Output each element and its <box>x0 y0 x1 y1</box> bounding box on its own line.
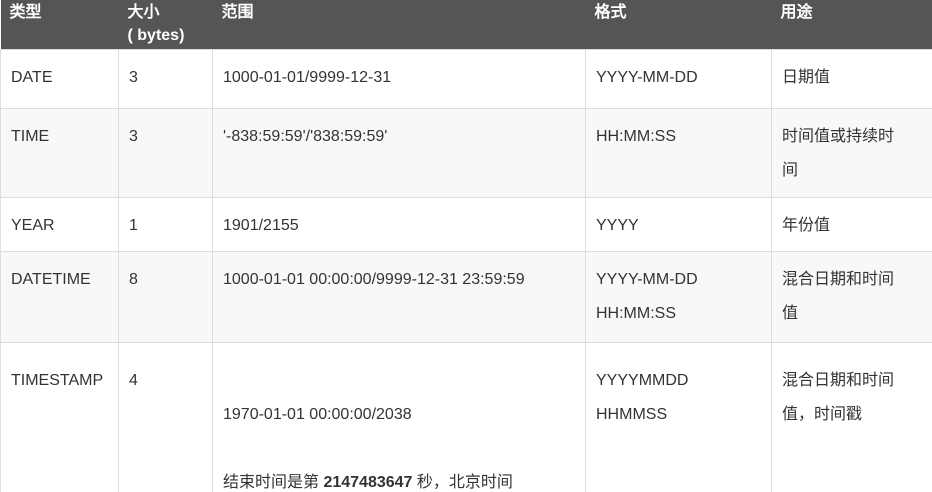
cell-format: YYYY-MM-DD HH:MM:SS <box>585 251 772 343</box>
cell-range: 1000-01-01 00:00:00/9999-12-31 23:59:59 <box>212 251 586 343</box>
timestamp-range-intro: 1970-01-01 00:00:00/2038 <box>223 406 412 423</box>
cell-format: YYYYMMDD HHMMSS <box>585 342 772 492</box>
table-row-timestamp: TIMESTAMP 4 1970-01-01 00:00:00/2038 结束时… <box>0 342 932 492</box>
timestamp-range-note: 结束时间是第 2147483647 秒，北京时间 2038-1-19 11:14… <box>223 474 513 491</box>
table-row-year: YEAR 1 1901/2155 YYYY 年份值 <box>0 197 932 252</box>
cell-format: HH:MM:SS <box>585 108 772 198</box>
cell-usage: 日期值 <box>771 49 932 109</box>
cell-size: 3 <box>118 49 213 109</box>
cell-range: 1901/2155 <box>212 197 586 252</box>
cell-format: YYYY-MM-DD <box>585 49 772 109</box>
cell-size: 3 <box>118 108 213 198</box>
cell-usage: 年份值 <box>771 197 932 252</box>
header-usage: 用途 <box>771 0 932 50</box>
cell-range: 1000-01-01/9999-12-31 <box>212 49 586 109</box>
header-size: 大小 ( bytes) <box>118 0 213 50</box>
cell-usage: 混合日期和时间 值 <box>771 251 932 343</box>
cell-type: YEAR <box>0 197 119 252</box>
cell-size: 8 <box>118 251 213 343</box>
header-type: 类型 <box>0 0 119 50</box>
cell-size: 1 <box>118 197 213 252</box>
cell-type: DATETIME <box>0 251 119 343</box>
header-format: 格式 <box>585 0 772 50</box>
table-row-datetime: DATETIME 8 1000-01-01 00:00:00/9999-12-3… <box>0 251 932 343</box>
cell-type: TIMESTAMP <box>0 342 119 492</box>
cell-range: '-838:59:59'/'838:59:59' <box>212 108 586 198</box>
cell-size: 4 <box>118 342 213 492</box>
table-row-date: DATE 3 1000-01-01/9999-12-31 YYYY-MM-DD … <box>0 49 932 109</box>
cell-type: TIME <box>0 108 119 198</box>
cell-type: DATE <box>0 49 119 109</box>
table-header-row: 类型 大小 ( bytes) 范围 格式 用途 <box>0 0 932 50</box>
header-range: 范围 <box>212 0 586 50</box>
cell-usage: 混合日期和时间 值，时间戳 <box>771 342 932 492</box>
cell-usage: 时间值或持续时 间 <box>771 108 932 198</box>
table-row-time: TIME 3 '-838:59:59'/'838:59:59' HH:MM:SS… <box>0 108 932 198</box>
cell-format: YYYY <box>585 197 772 252</box>
cell-range: 1970-01-01 00:00:00/2038 结束时间是第 21474836… <box>212 342 586 492</box>
